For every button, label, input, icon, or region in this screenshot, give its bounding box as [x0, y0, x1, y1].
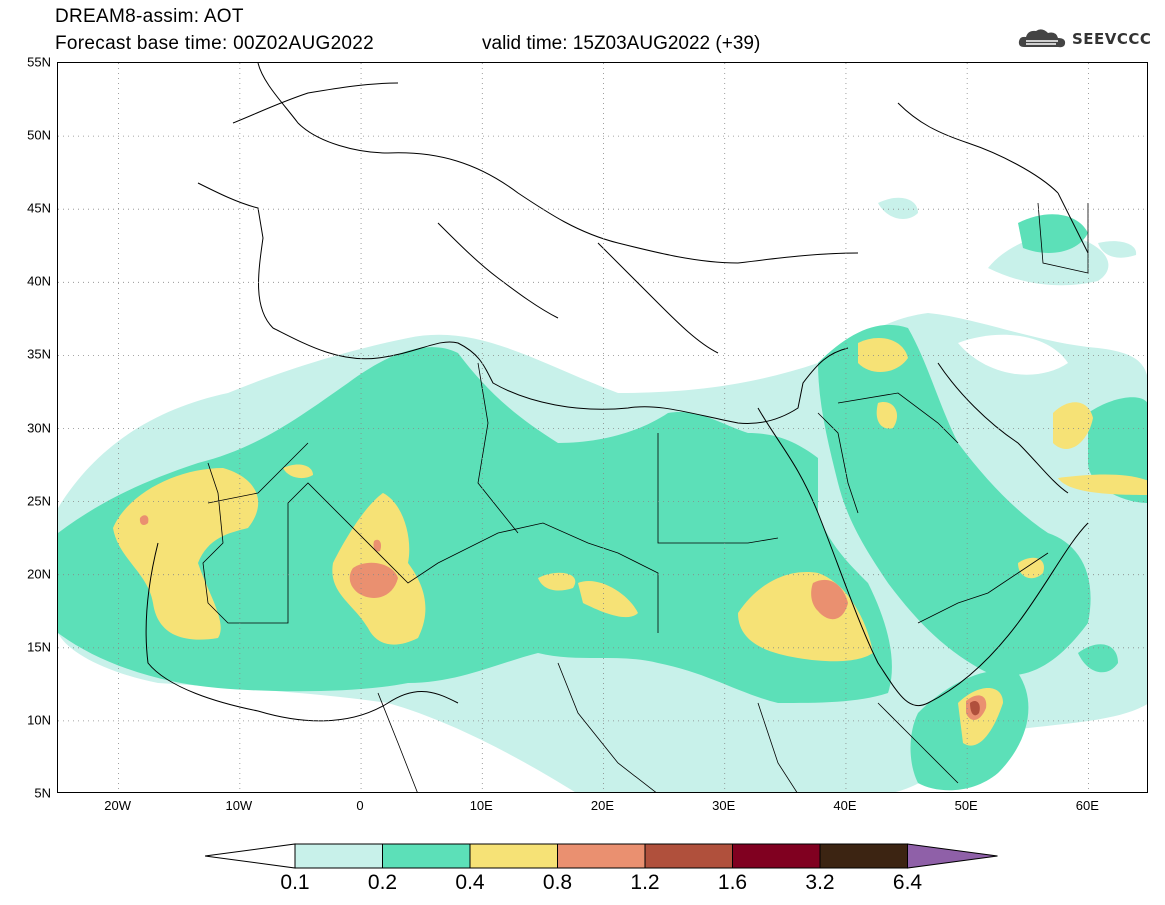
colorbar-label: 0.4: [455, 871, 485, 894]
longitude-label: 0: [356, 798, 364, 813]
colorbar-segment: [294, 843, 383, 869]
colorbar-segment: [382, 843, 471, 869]
colorbar-segment: [557, 843, 646, 869]
colorbar-label: 1.6: [717, 871, 748, 894]
longitude-label: 30E: [712, 798, 736, 813]
longitude-label: 20E: [590, 798, 615, 813]
latitude-label: 10N: [27, 712, 51, 728]
map-title: DREAM8-assim: AOT: [55, 6, 244, 27]
latitude-label: 55N: [27, 54, 51, 70]
map-area: [57, 62, 1148, 793]
latitude-label: 25N: [27, 493, 51, 509]
latitude-label: 50N: [27, 127, 51, 143]
latitude-label: 40N: [27, 273, 51, 289]
valid-time: valid time: 15Z03AUG2022 (+39): [482, 33, 761, 54]
colorbar-label: 6.4: [892, 871, 923, 894]
longitude-label: 10E: [469, 798, 493, 813]
aot-field-map: [58, 63, 1147, 792]
longitude-label: 20W: [104, 798, 131, 813]
colorbar-label: 1.2: [630, 871, 660, 894]
aot-level-0-8: [139, 515, 987, 720]
coastlines: [145, 63, 1089, 722]
latitude-label: 5N: [34, 785, 51, 801]
colorbar-label: 0.1: [280, 871, 310, 894]
latitude-label: 30N: [27, 420, 51, 435]
colorbar-segment: [732, 843, 821, 869]
forecast-base-time: Forecast base time: 00Z02AUG2022: [55, 33, 375, 54]
longitude-label: 10W: [225, 798, 253, 813]
aot-level-0-2: [58, 214, 1147, 791]
logo-text: SEEVCCC: [1072, 30, 1152, 48]
colorbar-over-triangle: [907, 843, 998, 869]
colorbar-label: 3.2: [805, 871, 835, 894]
colorbar-segment: [469, 843, 558, 869]
colorbar: [205, 843, 998, 869]
longitude-label: 60E: [1075, 798, 1099, 813]
colorbar-segment: [644, 843, 733, 869]
colorbar-label: 0.8: [542, 871, 573, 894]
borders: [202, 202, 1089, 792]
cloud-icon: [1018, 29, 1066, 48]
latitude-label: 45N: [27, 200, 51, 216]
colorbar-label: 0.2: [367, 871, 398, 894]
colorbar-under-triangle: [205, 843, 296, 869]
longitude-label: 40E: [833, 798, 857, 813]
latitude-label: 20N: [27, 566, 51, 582]
aot-level-1-2: [970, 701, 980, 716]
latitude-label: 35N: [27, 346, 51, 362]
seevccc-logo: SEEVCCC: [1018, 27, 1151, 51]
colorbar-segment: [819, 843, 908, 869]
longitude-label: 50E: [954, 798, 978, 813]
latitude-label: 15N: [27, 639, 51, 655]
gridlines: [58, 63, 1147, 792]
